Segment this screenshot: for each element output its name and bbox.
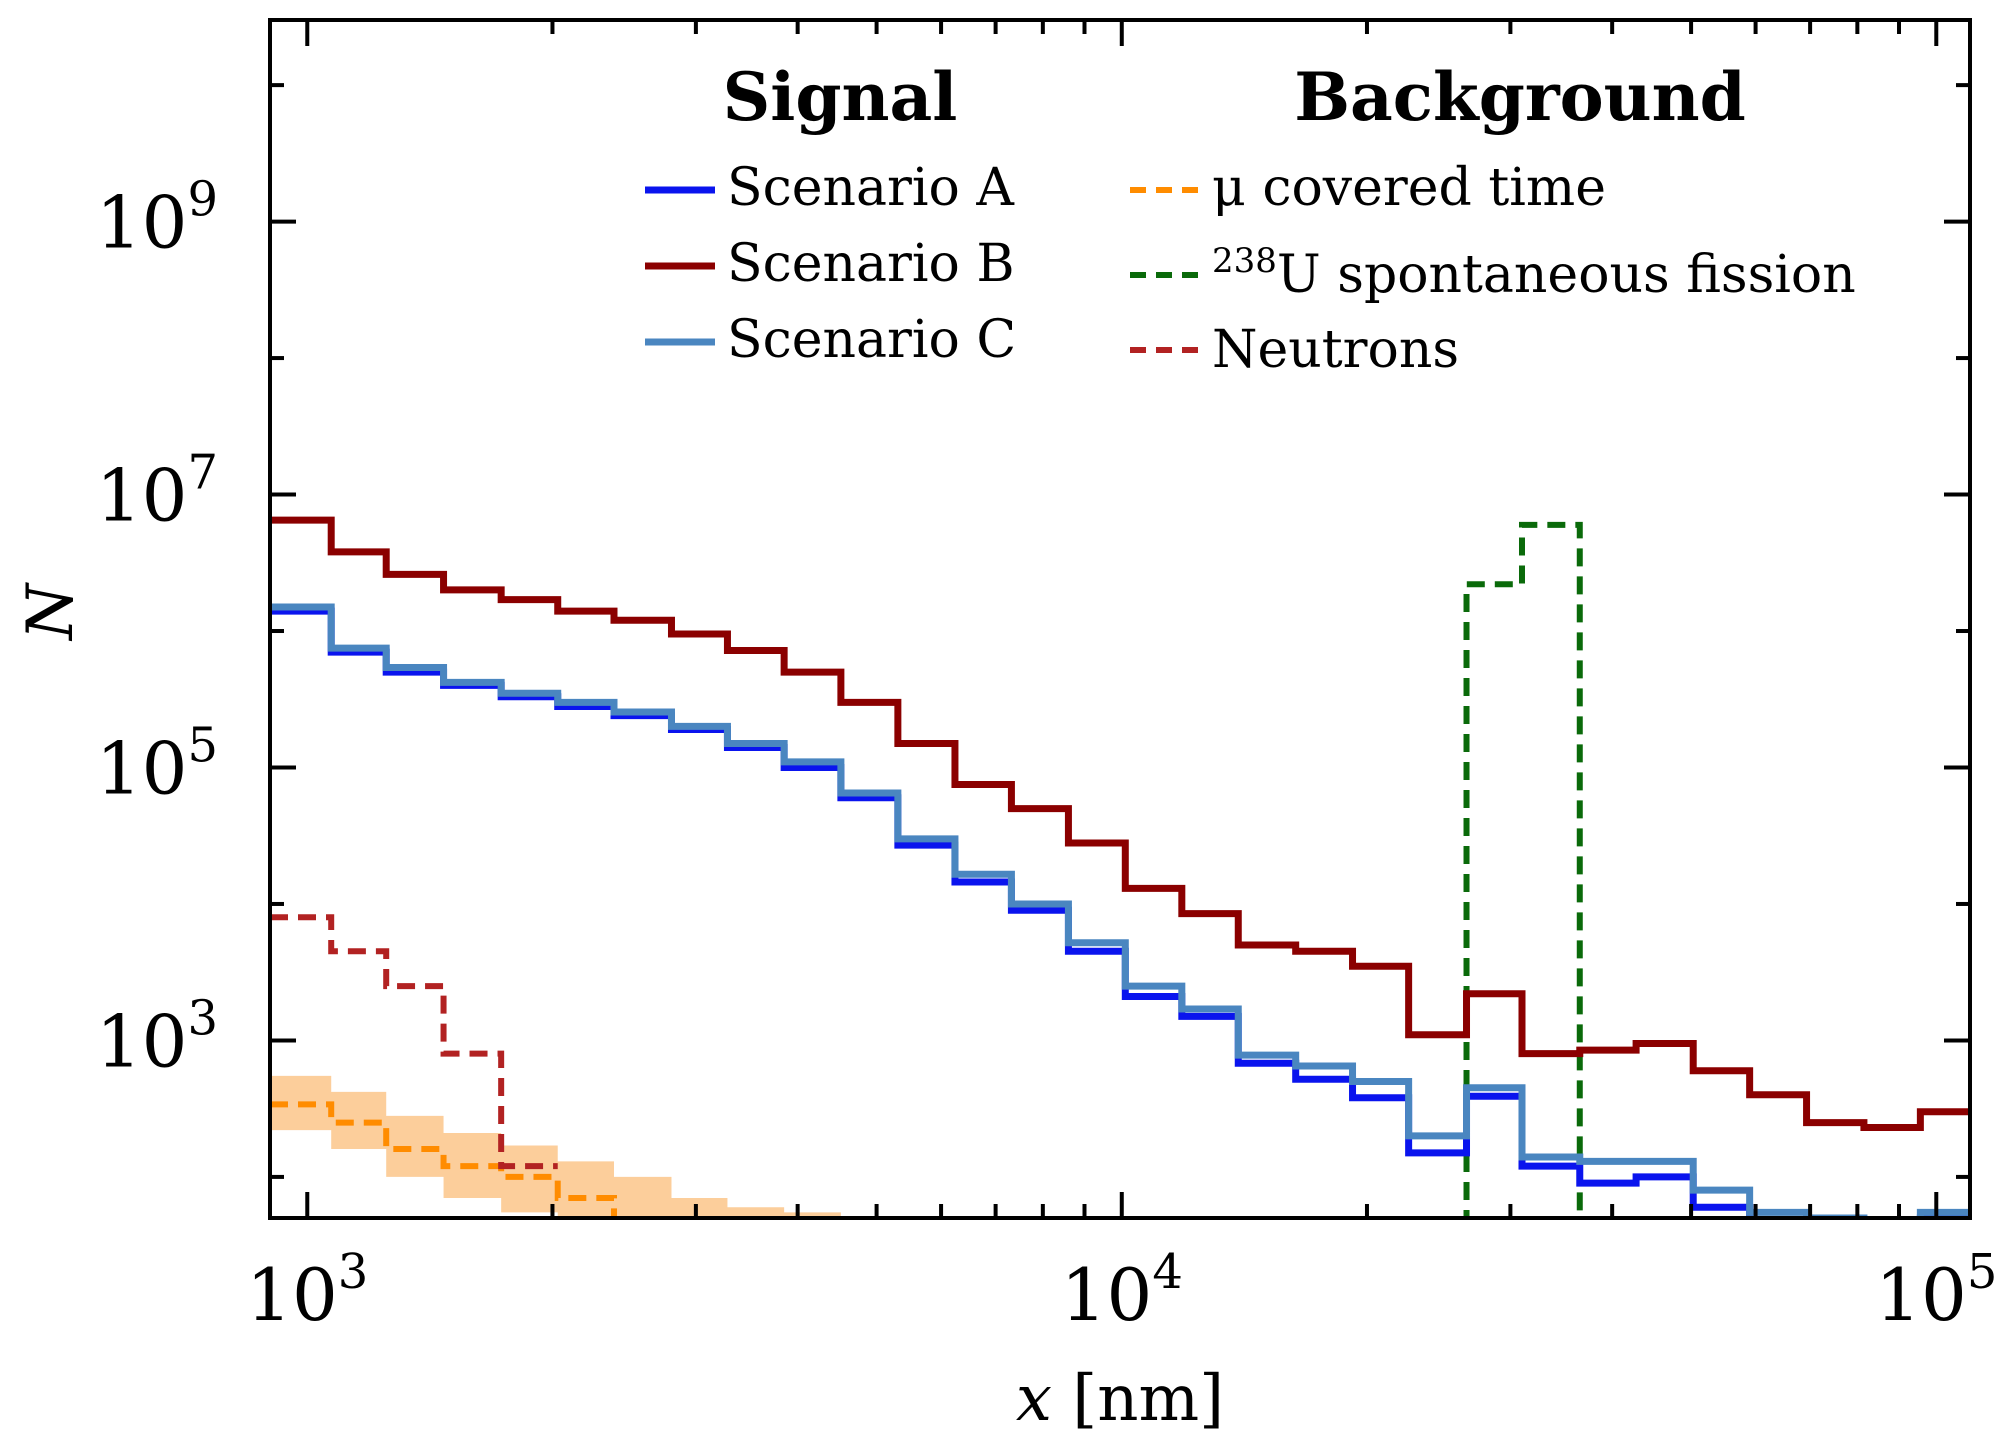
x-axis-title-var: x	[1016, 1362, 1052, 1436]
legend-label-scenario-b: Scenario B	[727, 234, 1015, 294]
series-lines	[270, 516, 1970, 1218]
series-neutrons	[270, 914, 558, 1170]
legend-label-neutrons: Neutrons	[1212, 320, 1459, 380]
legend-label-scenario-a: Scenario A	[727, 158, 1015, 218]
legend-label-fission-main: U spontaneous fission	[1277, 245, 1856, 305]
series-scenario-a	[270, 607, 1970, 1218]
series-covered-time	[270, 1101, 617, 1218]
x-tick-label: 103	[246, 1244, 368, 1337]
legend-background-title: Background	[1294, 58, 1746, 136]
x-tick-label: 104	[1061, 1244, 1183, 1337]
legend-signal-title: Signal	[723, 58, 958, 136]
y-tick-label: 109	[96, 172, 218, 265]
legend-label-fission: 238U spontaneous fission	[1212, 241, 1856, 305]
y-axis-title: N	[14, 582, 88, 642]
y-tick-label: 105	[96, 717, 218, 810]
legend-label-muon: μ covered time	[1212, 158, 1606, 218]
legend-label-scenario-c: Scenario C	[727, 310, 1016, 370]
x-tick-label: 105	[1875, 1244, 1997, 1337]
y-tick-label: 103	[96, 990, 218, 1083]
x-axis-title-unit: [nm]	[1052, 1362, 1224, 1436]
x-axis-title: x [nm]	[1016, 1362, 1224, 1436]
plot-frame	[268, 18, 1972, 1220]
series-238-u-spontaneous-fission	[1463, 521, 1583, 1218]
series-scenario-b	[270, 516, 1970, 1132]
axis-ticks	[268, 20, 1970, 1218]
uncertainty-bands	[270, 1075, 841, 1218]
tick-labels: 103 104 105 103 105 107 109	[96, 172, 1998, 1337]
legend: Signal Background Scenario A Scenario B …	[645, 58, 1856, 380]
series-scenario-c	[270, 603, 1970, 1218]
y-tick-label: 107	[96, 445, 218, 538]
legend-label-fission-sup: 238	[1212, 241, 1277, 281]
band-covered-time	[270, 1075, 841, 1218]
